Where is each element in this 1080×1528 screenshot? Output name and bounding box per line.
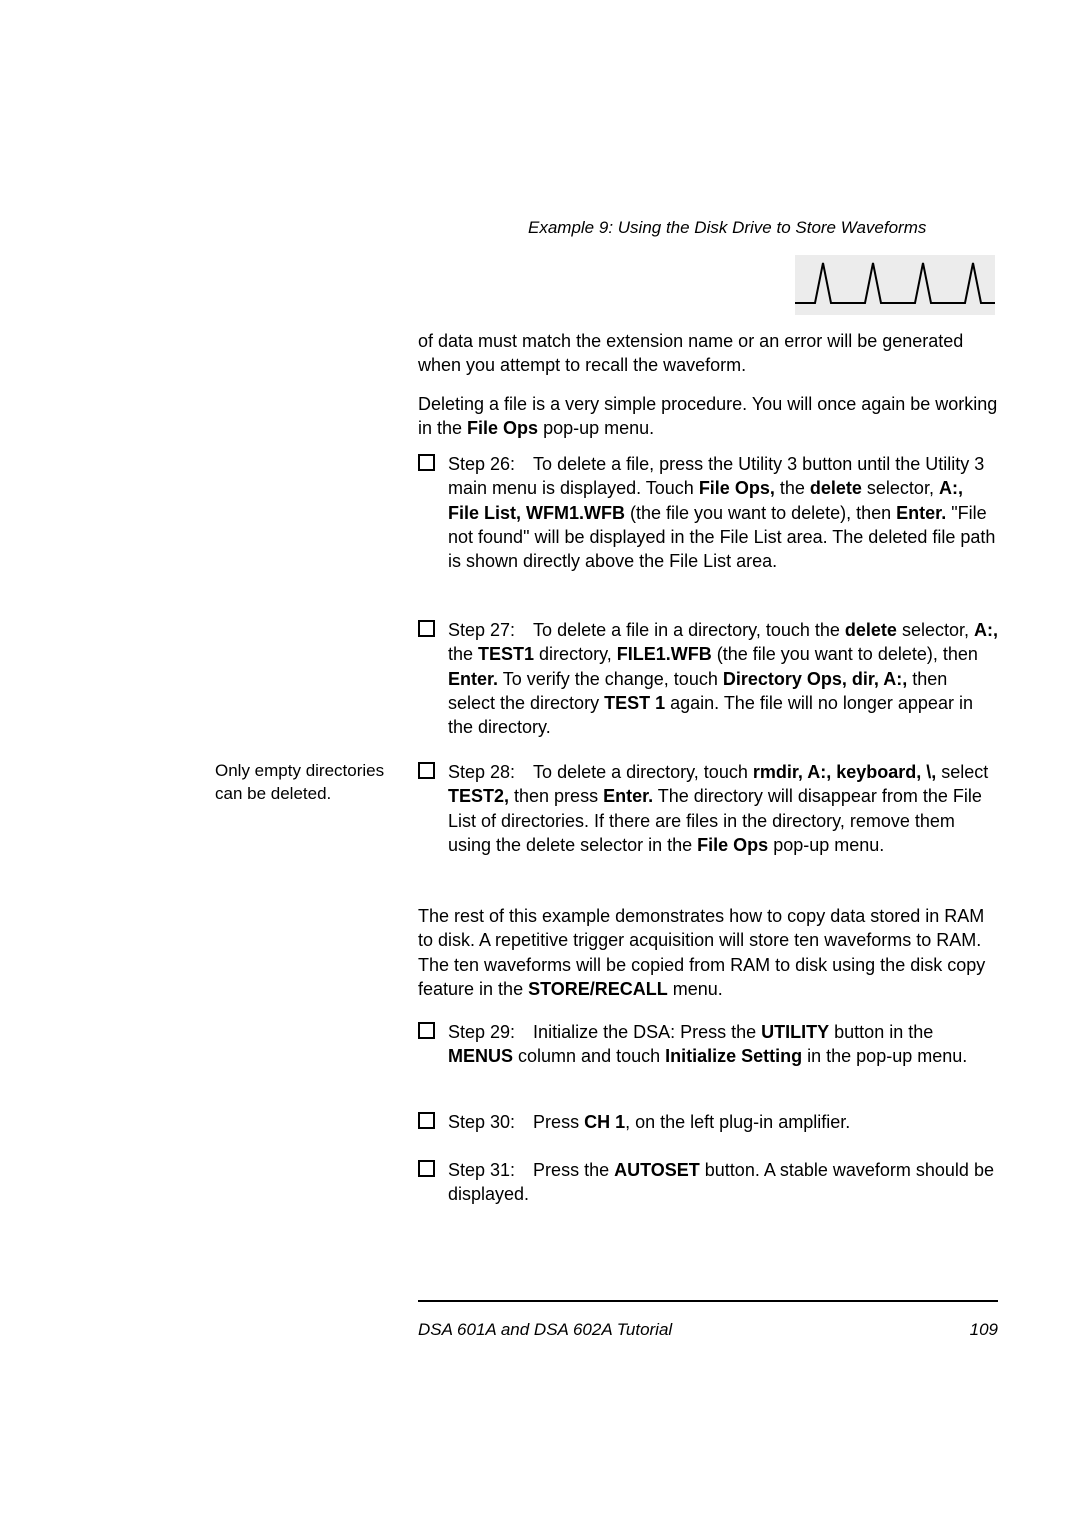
bold: UTILITY [761, 1022, 829, 1042]
intro-p2: Deleting a file is a very simple procedu… [418, 392, 998, 441]
intro-block: of data must match the extension name or… [418, 329, 998, 454]
text: , on the left plug-in amplifier. [625, 1112, 850, 1132]
text: selector, [897, 620, 974, 640]
text: the [448, 644, 478, 664]
waveform-icon [795, 255, 995, 315]
step-29: Step 29: Initialize the DSA: Press the U… [418, 1020, 998, 1069]
step-30: Step 30: Press CH 1, on the left plug-in… [418, 1110, 998, 1134]
text: To verify the change, touch [498, 669, 723, 689]
step-28-block: Step 28: To delete a directory, touch rm… [418, 760, 998, 875]
bold: AUTOSET [614, 1160, 700, 1180]
text: (the file you want to delete), then [712, 644, 978, 664]
bold: Enter. [896, 503, 946, 523]
bold: Initialize Setting [665, 1046, 802, 1066]
checkbox-icon [418, 620, 435, 637]
step-27-block: Step 27: To delete a file in a directory… [418, 618, 998, 757]
text: Step 31: Press the [448, 1160, 614, 1180]
intro-p1: of data must match the extension name or… [418, 329, 998, 378]
bold: delete [845, 620, 897, 640]
step-27: Step 27: To delete a file in a directory… [418, 618, 998, 739]
bold: CH 1 [584, 1112, 625, 1132]
bold: Directory Ops, dir, A:, [723, 669, 907, 689]
bold: File Ops, [699, 478, 775, 498]
margin-note-28: Only empty directories can be deleted. [215, 760, 400, 806]
checkbox-icon [418, 1112, 435, 1129]
text: in the pop-up menu. [802, 1046, 967, 1066]
text: pop-up menu. [538, 418, 654, 438]
bold: MENUS [448, 1046, 513, 1066]
bold: TEST1 [478, 644, 534, 664]
text: select [936, 762, 988, 782]
text: the [775, 478, 810, 498]
mid-p1: The rest of this example demonstrates ho… [418, 904, 998, 1001]
bold: TEST 1 [604, 693, 665, 713]
step-26: Step 26: To delete a file, press the Uti… [418, 452, 998, 573]
text: directory, [534, 644, 617, 664]
footer-rule [418, 1300, 998, 1302]
step-31: Step 31: Press the AUTOSET button. A sta… [418, 1158, 998, 1207]
text: Step 29: Initialize the DSA: Press the [448, 1022, 761, 1042]
header-example-line: Example 9: Using the Disk Drive to Store… [528, 218, 988, 238]
checkbox-icon [418, 1022, 435, 1039]
checkbox-icon [418, 1160, 435, 1177]
bold: File Ops [697, 835, 768, 855]
bold: STORE/RECALL [528, 979, 668, 999]
bold: A:, [974, 620, 998, 640]
bold: delete [810, 478, 862, 498]
step-30-block: Step 30: Press CH 1, on the left plug-in… [418, 1110, 998, 1152]
text: button in the [829, 1022, 933, 1042]
mid-block: The rest of this example demonstrates ho… [418, 904, 998, 1015]
page-number: 109 [970, 1320, 998, 1340]
text: Step 27: To delete a file in a directory… [448, 620, 845, 640]
bold: TEST2, [448, 786, 509, 806]
checkbox-icon [418, 762, 435, 779]
bold-file-ops: File Ops [467, 418, 538, 438]
text: Step 30: Press [448, 1112, 584, 1132]
checkbox-icon [418, 454, 435, 471]
step-29-block: Step 29: Initialize the DSA: Press the U… [418, 1020, 998, 1087]
bold: rmdir, A:, keyboard, \, [753, 762, 936, 782]
bold: FILE1.WFB [617, 644, 712, 664]
step-26-block: Step 26: To delete a file, press the Uti… [418, 452, 998, 591]
text: selector, [862, 478, 939, 498]
footer-title: DSA 601A and DSA 602A Tutorial [418, 1320, 998, 1340]
bold: Enter. [448, 669, 498, 689]
bold: Enter. [603, 786, 653, 806]
page: Example 9: Using the Disk Drive to Store… [0, 0, 1080, 1528]
step-31-block: Step 31: Press the AUTOSET button. A sta… [418, 1158, 998, 1225]
text: then press [509, 786, 603, 806]
text: column and touch [513, 1046, 665, 1066]
text: Step 28: To delete a directory, touch [448, 762, 753, 782]
step-28: Step 28: To delete a directory, touch rm… [418, 760, 998, 857]
text: pop-up menu. [768, 835, 884, 855]
text: (the file you want to delete), then [625, 503, 896, 523]
text: menu. [668, 979, 723, 999]
